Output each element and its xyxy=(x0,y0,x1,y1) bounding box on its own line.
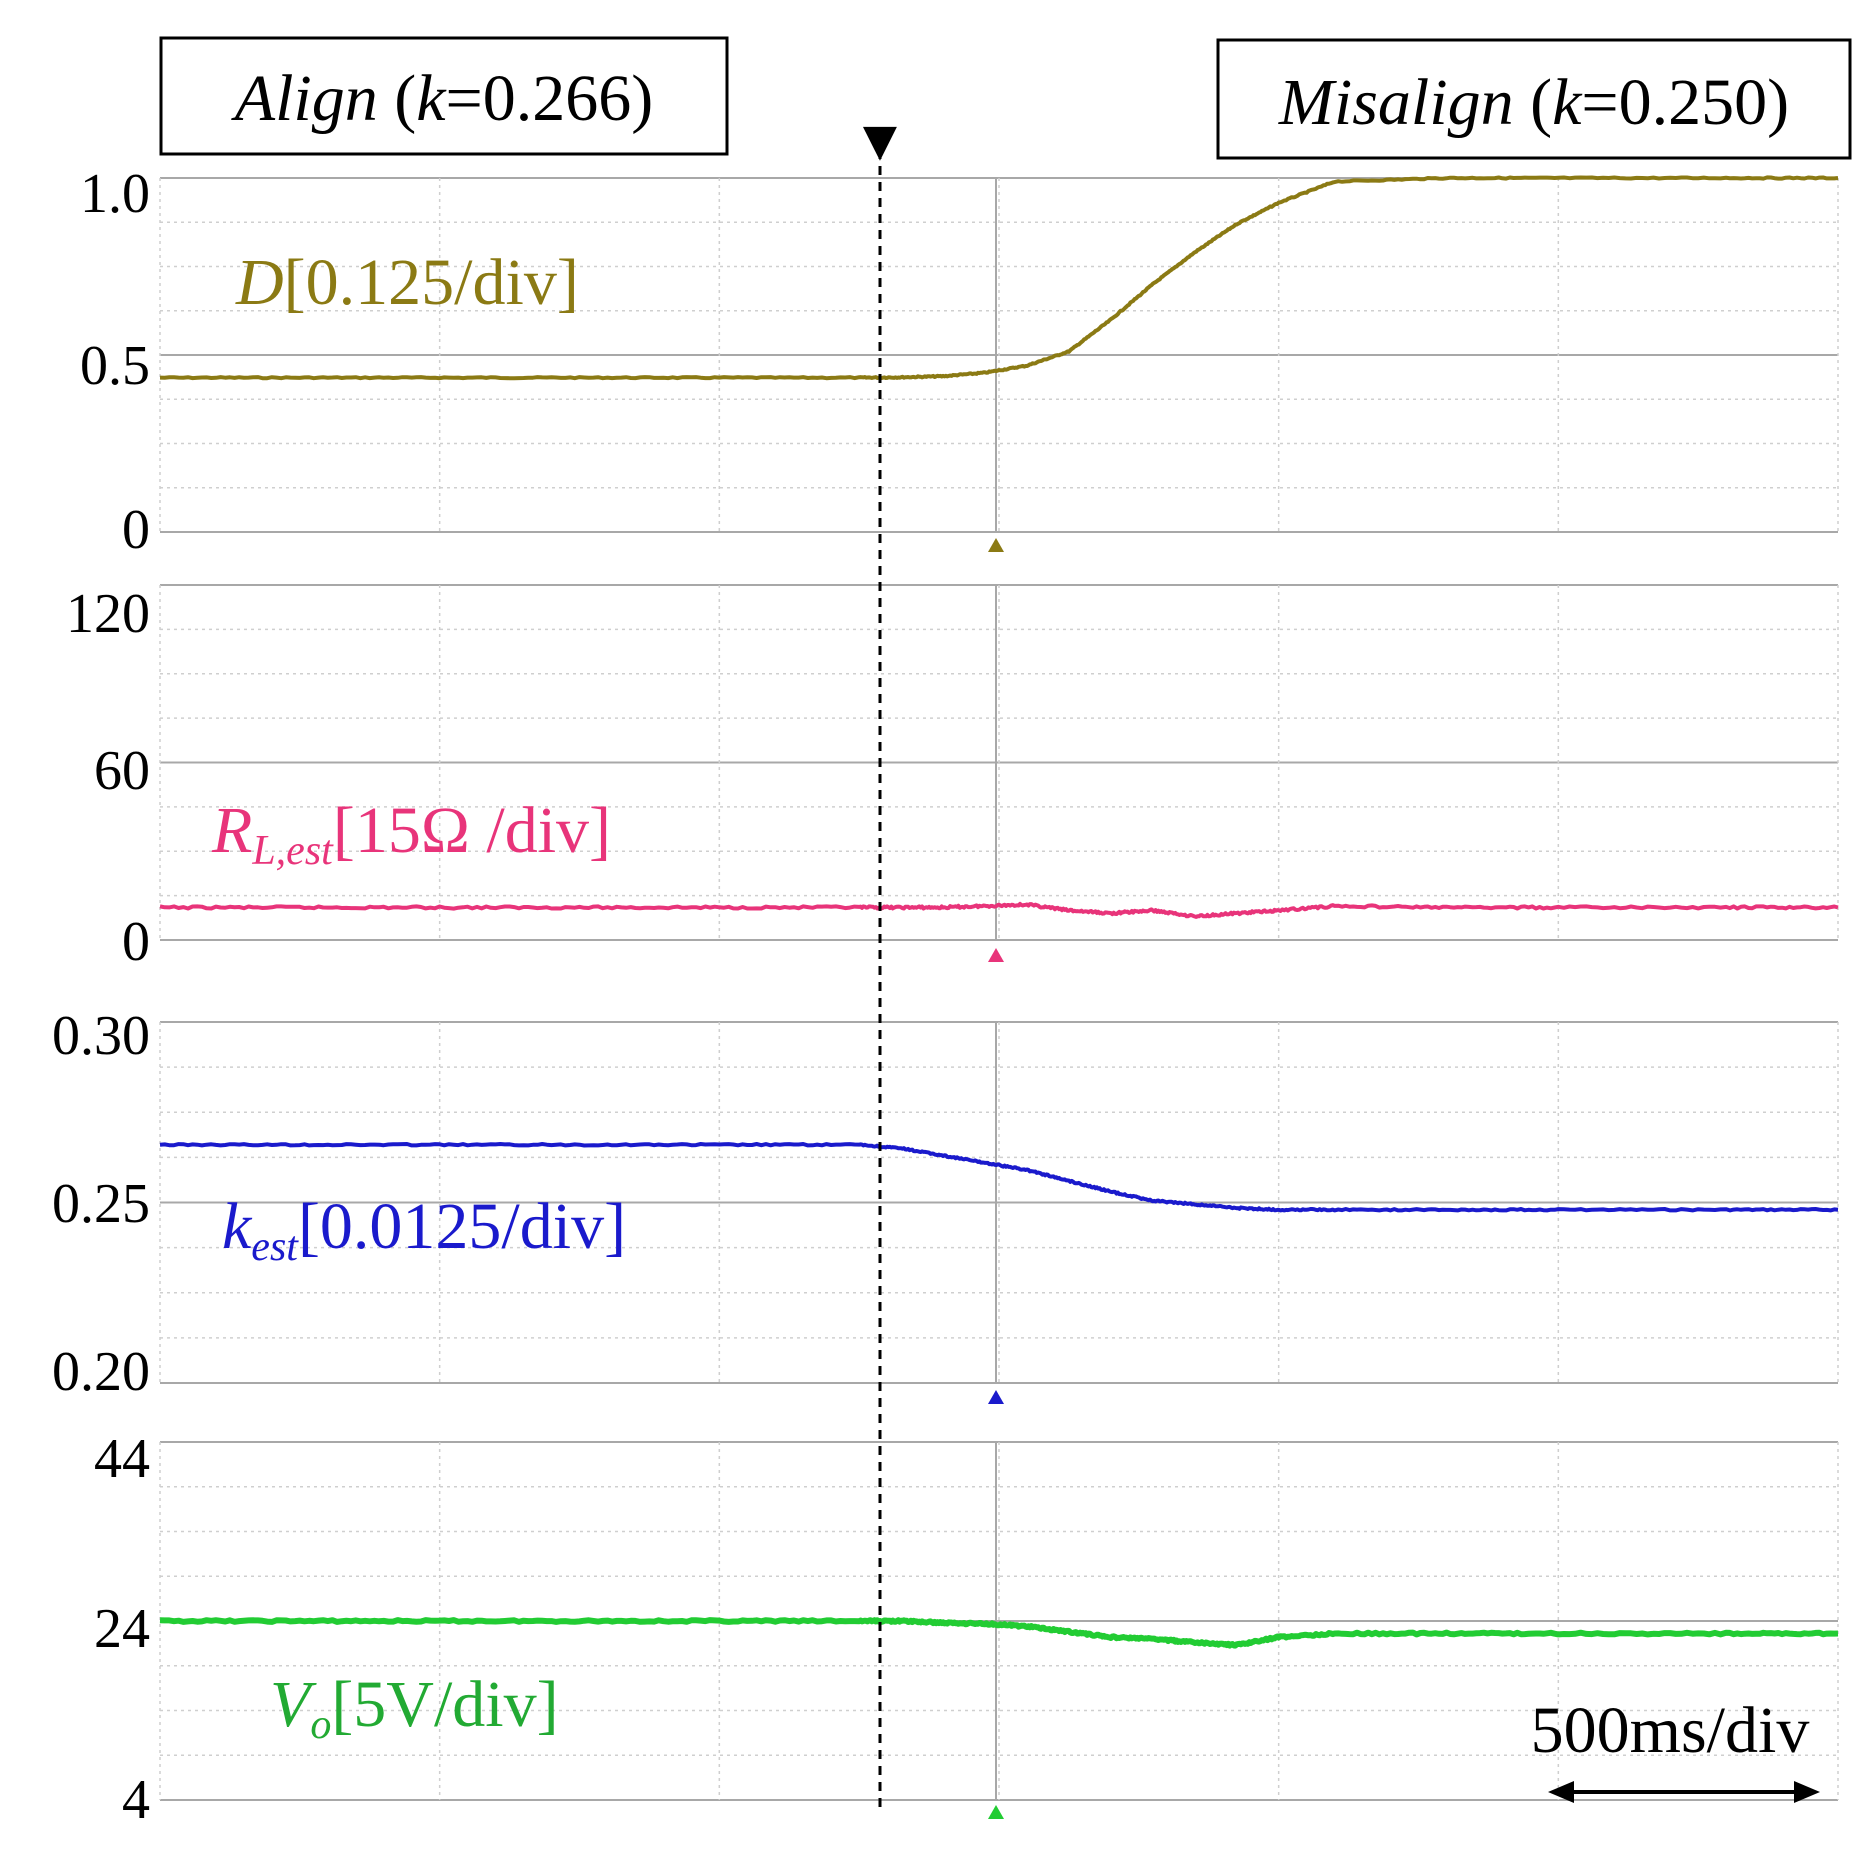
panel-vo-trigger-marker xyxy=(988,1805,1004,1819)
misalign-annotation: Misalign (k=0.250) xyxy=(1216,38,1852,160)
svg-text:Misalign (k=0.250): Misalign (k=0.250) xyxy=(1278,66,1789,139)
label-vo: Vo[5V/div] xyxy=(270,1668,559,1748)
event-marker-arrow: ▼ xyxy=(851,108,908,173)
panel-duty-trigger-marker xyxy=(988,538,1004,552)
label-kest: kest[0.0125/div] xyxy=(222,1190,626,1270)
align-value: =0.266) xyxy=(446,62,654,135)
panel-kest-tick-mid: 0.25 xyxy=(52,1173,150,1235)
panel-vo-tick-bottom: 4 xyxy=(122,1769,150,1831)
panel-rl-tick-mid: 60 xyxy=(94,740,150,802)
misalign-open: ( xyxy=(1514,66,1552,139)
time-scale-label: 500ms/div xyxy=(1531,1694,1810,1767)
label-duty: D[0.125/div] xyxy=(235,246,579,319)
misalign-value: =0.250) xyxy=(1581,66,1789,139)
label-rl: RL,est[15Ω /div] xyxy=(211,794,611,874)
panel-rl-tick-top: 120 xyxy=(66,583,150,645)
panel-duty-tick-top: 1.0 xyxy=(80,163,150,225)
panel-duty-tick-mid: 0.5 xyxy=(80,335,150,397)
panel-duty-trace xyxy=(159,175,1839,381)
panel-kest-tick-top: 0.30 xyxy=(52,1005,150,1067)
time-scale-arrow xyxy=(1548,1781,1820,1803)
align-annotation: Align (k=0.266) xyxy=(159,36,729,156)
align-word: Align xyxy=(231,62,378,135)
panel-kest-trigger-marker xyxy=(988,1390,1004,1404)
svg-text:Align (k=0.266): Align (k=0.266) xyxy=(231,62,653,135)
misalign-word: Misalign xyxy=(1278,66,1514,139)
panel-rl-grid xyxy=(159,584,1839,962)
panel-rl-trigger-marker xyxy=(988,948,1004,962)
panel-kest-grid xyxy=(159,1021,1839,1404)
panel-rl-trace xyxy=(159,901,1839,919)
panel-duty-tick-bottom: 0 xyxy=(122,499,150,561)
panel-vo-tick-mid: 24 xyxy=(94,1598,150,1660)
misalign-k: k xyxy=(1552,66,1583,139)
panel-vo-tick-top: 44 xyxy=(94,1428,150,1490)
panel-kest-tick-bottom: 0.20 xyxy=(52,1341,150,1403)
panel-rl-tick-bottom: 0 xyxy=(122,911,150,973)
align-k: k xyxy=(416,62,447,135)
align-open: ( xyxy=(378,62,416,135)
panel-kest-trace xyxy=(159,1142,1839,1213)
panel-vo-trace xyxy=(159,1617,1839,1649)
